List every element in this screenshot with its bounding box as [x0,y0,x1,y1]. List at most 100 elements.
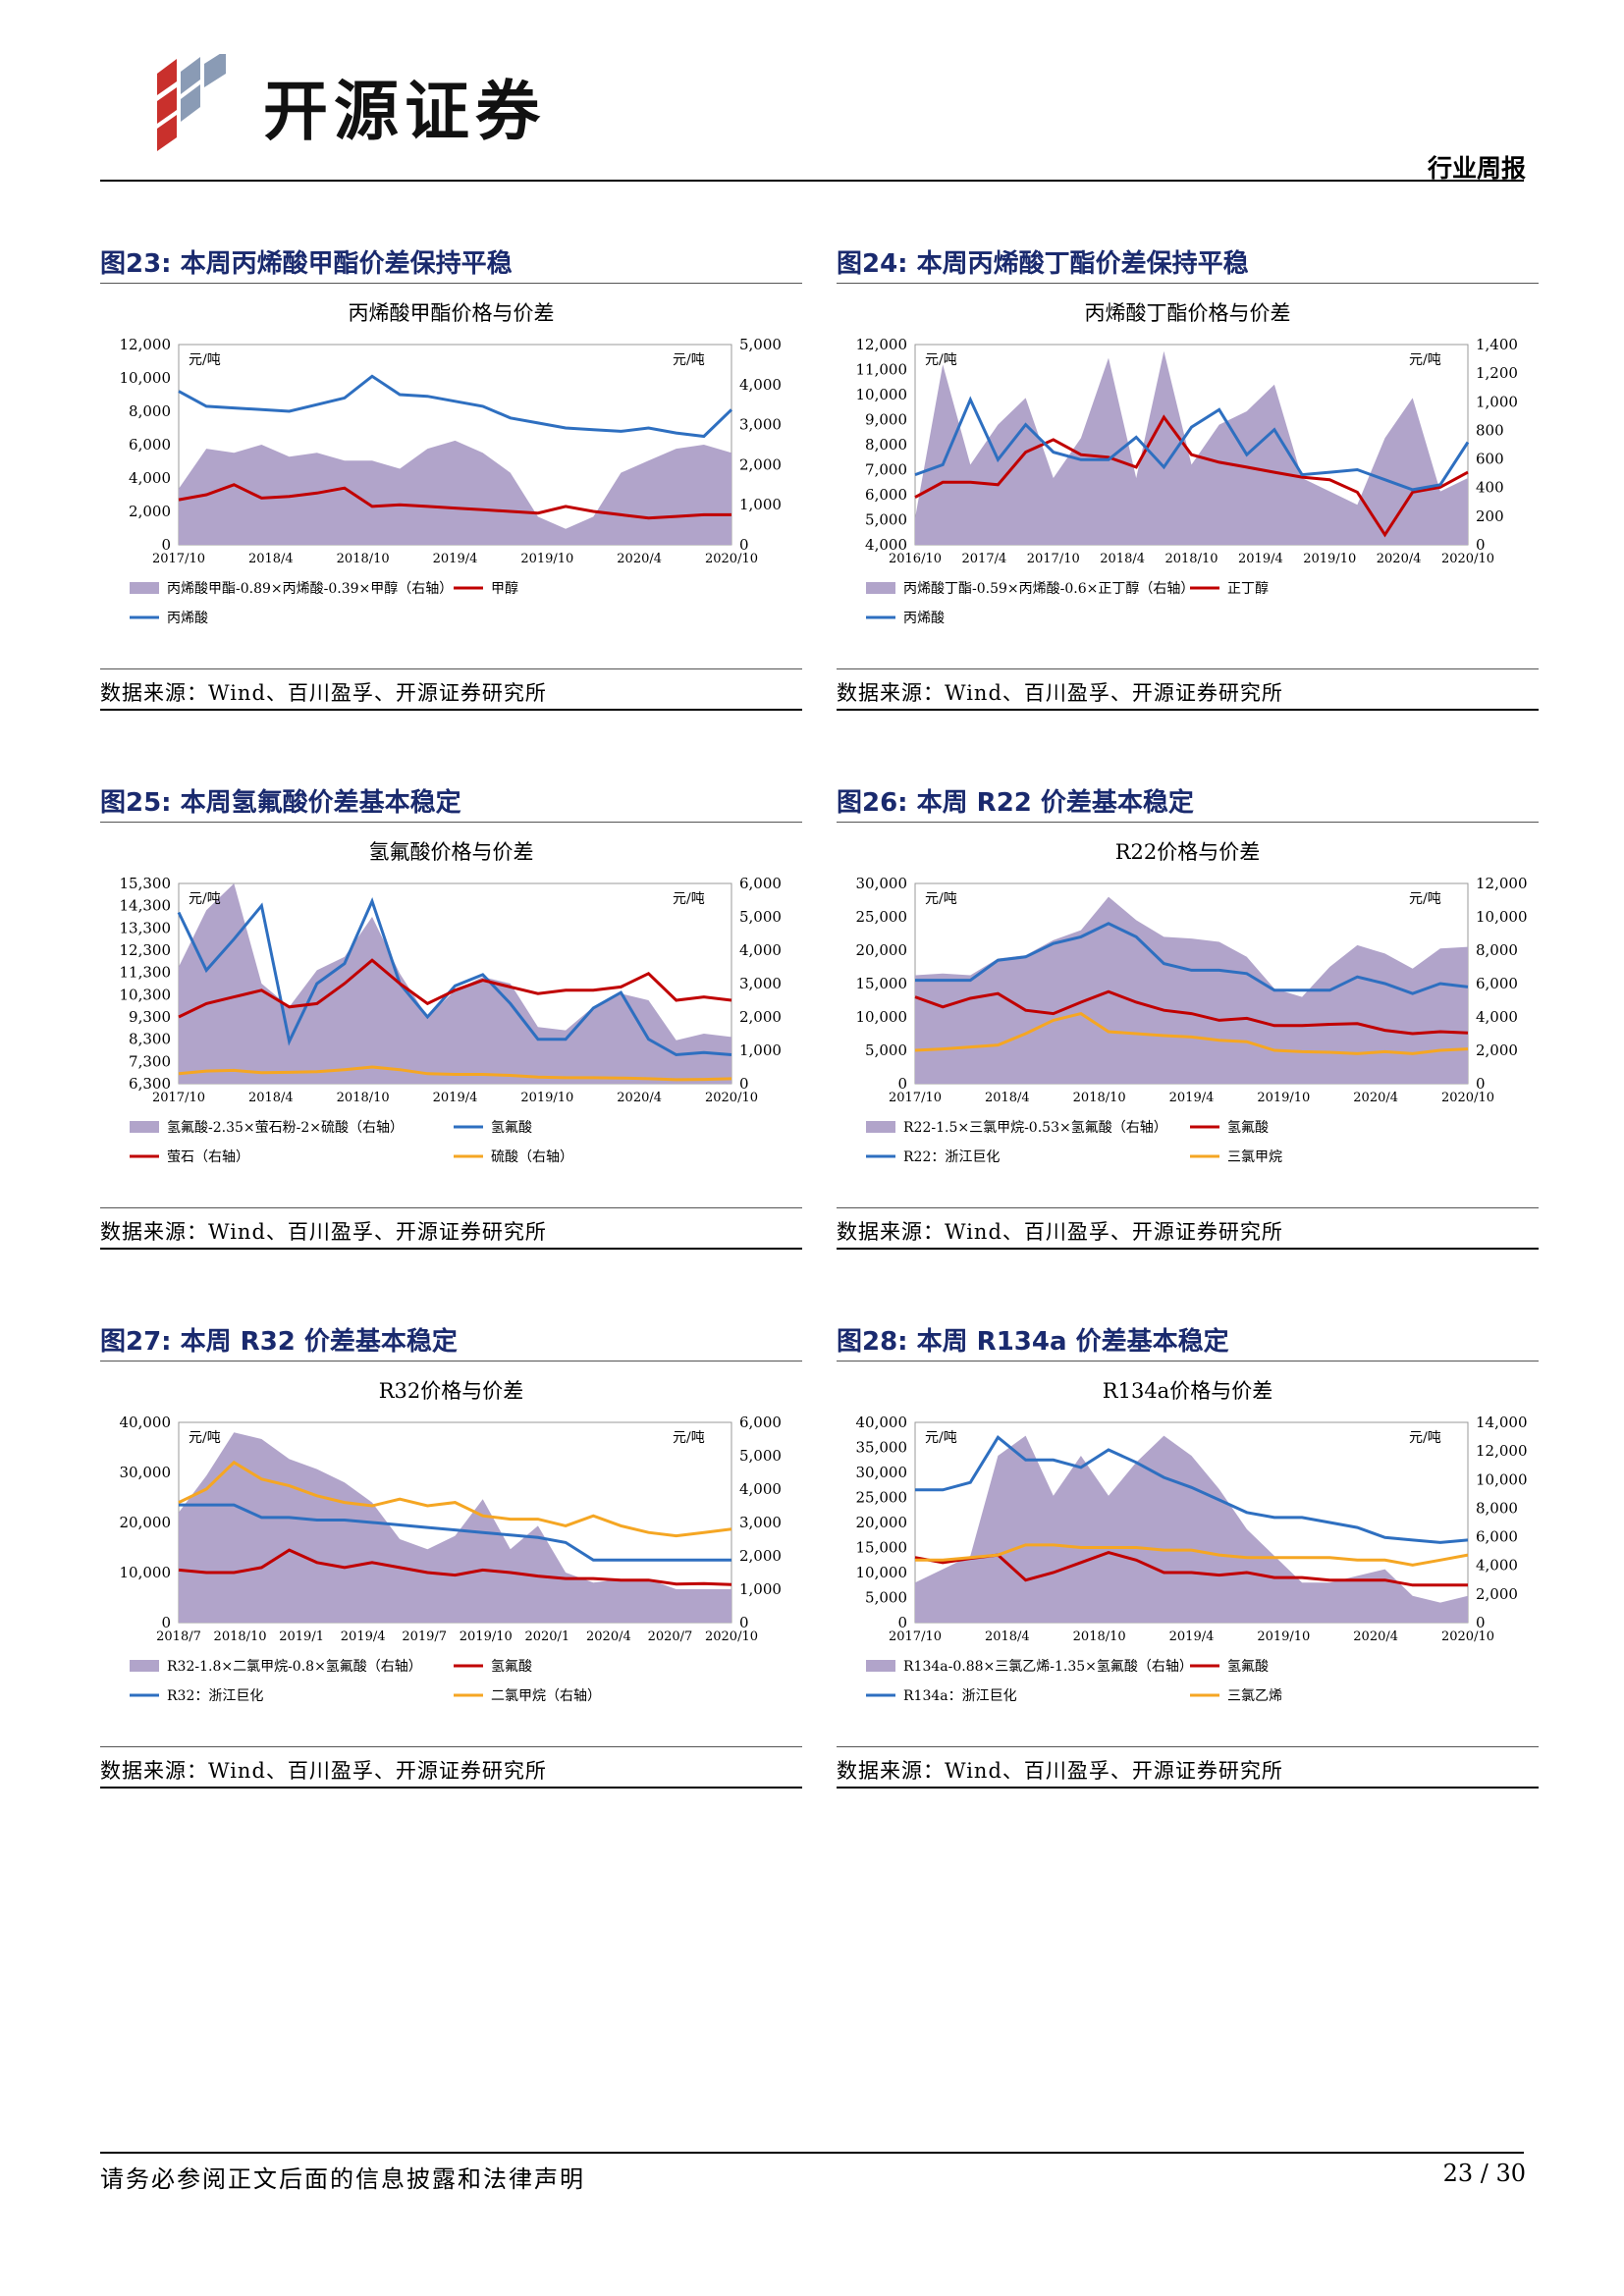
series-line-1 [178,483,731,520]
chart-fig28: 0 5,000 10,000 15,000 20,000 25,000 30,000 35,0… [856,1414,1528,1704]
right-unit-label: 元/吨 [673,891,705,907]
x-tick-label: 2020/10 [705,1629,758,1644]
y-right-tick-label: 1,200 [1476,364,1518,382]
figure-title-rule [837,1361,1539,1362]
x-tick-label: 2019/10 [460,1629,513,1644]
right-unit-label: 元/吨 [673,1430,705,1446]
x-tick-label: 2020/10 [1441,1091,1494,1105]
figure-title: 图28: 本周 R134a 价差基本稳定 [837,1327,1229,1357]
y-right-tick-label: 2,000 [1476,1041,1518,1059]
y-left-tick-label: 0 [161,536,171,554]
series-line-1 [177,896,732,1057]
y-left-tick-label: 30,000 [856,875,908,892]
source-top-rule [837,1746,1539,1747]
legend-label: R32-1.8×二氯甲烷-0.8×氢氟酸（右轴） [167,1659,422,1675]
chart-title: 丙烯酸甲酯价格与价差 [348,301,555,325]
legend-swatch [130,1660,159,1672]
right-unit-label: 元/吨 [1409,891,1441,907]
x-tick-label: 2020/4 [617,1091,662,1105]
y-left-tick-label: 25,000 [856,908,908,926]
y-right-tick-label: 2,000 [739,1008,782,1026]
chart-fig26: 0 5,000 10,000 15,000 20,000 25,000 30,000 0 2,0… [856,875,1528,1165]
right-unit-label: 元/吨 [673,352,705,368]
figure-fig28: 图28: 本周 R134a 价差基本稳定 R134a价格与价差 0 5,000 10,0… [837,1321,1539,1789]
source-top-rule [837,1207,1539,1208]
series-line-1 [914,989,1469,1036]
figure-title-rule [100,283,802,284]
figure-title-rule [837,822,1539,823]
x-tick-label: 2019/10 [520,552,573,566]
right-unit-label: 元/吨 [1409,352,1441,368]
legend-label: 三氯乙烯 [1227,1688,1282,1704]
y-right-tick-label: 1,000 [739,1041,782,1059]
source-bottom-rule [100,709,802,711]
source-bottom-rule [837,1248,1539,1250]
y-left-tick-label: 10,000 [120,1564,172,1581]
y-right-tick-label: 5,000 [739,908,782,926]
x-tick-label: 2018/4 [985,1629,1030,1644]
series-line-3 [914,1011,1469,1055]
legend-swatch [866,1121,895,1133]
y-left-tick-label: 6,300 [129,1075,171,1093]
y-left-tick-label: 13,300 [120,919,172,936]
x-tick-label: 2020/10 [705,552,758,566]
y-right-tick-label: 0 [739,1075,749,1093]
figure-title: 图24: 本周丙烯酸丁酯价差保持平稳 [837,249,1249,279]
left-unit-label: 元/吨 [925,352,957,368]
x-tick-label: 2017/10 [889,1091,942,1105]
y-right-tick-label: 0 [1476,1075,1486,1093]
source-bottom-rule [100,1787,802,1789]
y-left-tick-label: 6,000 [129,436,171,454]
y-left-tick-label: 9,300 [129,1008,171,1026]
x-tick-label: 2018/10 [1073,1629,1126,1644]
y-right-tick-label: 0 [739,1614,749,1631]
y-right-tick-label: 10,000 [1476,908,1528,926]
legend-label: R32：浙江巨化 [167,1688,263,1704]
y-right-tick-label: 12,000 [1476,1442,1528,1460]
y-right-tick-label: 4,000 [1476,1557,1518,1575]
y-right-tick-label: 0 [1476,1614,1486,1631]
y-left-tick-label: 20,000 [856,941,908,959]
left-unit-label: 元/吨 [189,891,221,907]
x-tick-label: 2020/1 [524,1629,569,1644]
figure-source: 数据来源：Wind、百川盈孚、开源证券研究所 [100,1759,547,1783]
x-tick-label: 2020/7 [648,1629,693,1644]
y-right-tick-label: 1,000 [739,1580,782,1598]
x-tick-label: 2018/7 [156,1629,201,1644]
y-left-tick-label: 7,300 [129,1052,171,1070]
chart-fig23: 0 2,000 4,000 6,000 8,000 10,000 12,000 0 1,000 2… [120,336,782,626]
x-tick-label: 2020/10 [1441,552,1494,566]
x-tick-label: 2019/4 [1169,1629,1215,1644]
series-line-1 [914,414,1469,538]
right-unit-label: 元/吨 [1409,1430,1441,1446]
legend-label: 丙烯酸丁酯-0.59×丙烯酸-0.6×正丁醇（右轴） [903,580,1194,597]
x-tick-label: 2019/4 [433,552,478,566]
y-right-tick-label: 400 [1476,479,1504,497]
y-left-tick-label: 10,000 [856,386,908,403]
y-left-tick-label: 8,000 [129,402,171,420]
y-right-tick-label: 12,000 [1476,875,1528,892]
series-area-0 [179,440,731,545]
figure-title: 图27: 本周 R32 价差基本稳定 [100,1327,458,1357]
y-right-tick-label: 4,000 [739,941,782,959]
x-tick-label: 2019/10 [520,1091,573,1105]
source-top-rule [100,1746,802,1747]
series-line-3 [915,1543,1469,1567]
x-tick-label: 2017/10 [889,1629,942,1644]
x-tick-label: 2020/4 [1353,1629,1398,1644]
figure-source: 数据来源：Wind、百川盈孚、开源证券研究所 [100,1220,547,1244]
y-right-tick-label: 3,000 [739,975,782,992]
y-right-tick-label: 6,000 [1476,1528,1518,1546]
y-left-tick-label: 4,000 [129,469,171,487]
x-tick-label: 2018/4 [248,552,294,566]
x-tick-label: 2020/10 [705,1091,758,1105]
y-left-tick-label: 35,000 [856,1439,908,1457]
source-bottom-rule [837,1787,1539,1789]
chart-fig25: 6,300 7,300 8,300 9,300 10,300 11,300 12,300 13… [120,875,782,1165]
y-right-tick-label: 10,000 [1476,1470,1528,1488]
y-right-tick-label: 6,000 [739,875,782,892]
header-divider [100,180,1524,182]
series-area-0 [179,883,731,1084]
x-tick-label: 2020/10 [1441,1629,1494,1644]
x-tick-label: 2018/4 [248,1091,294,1105]
